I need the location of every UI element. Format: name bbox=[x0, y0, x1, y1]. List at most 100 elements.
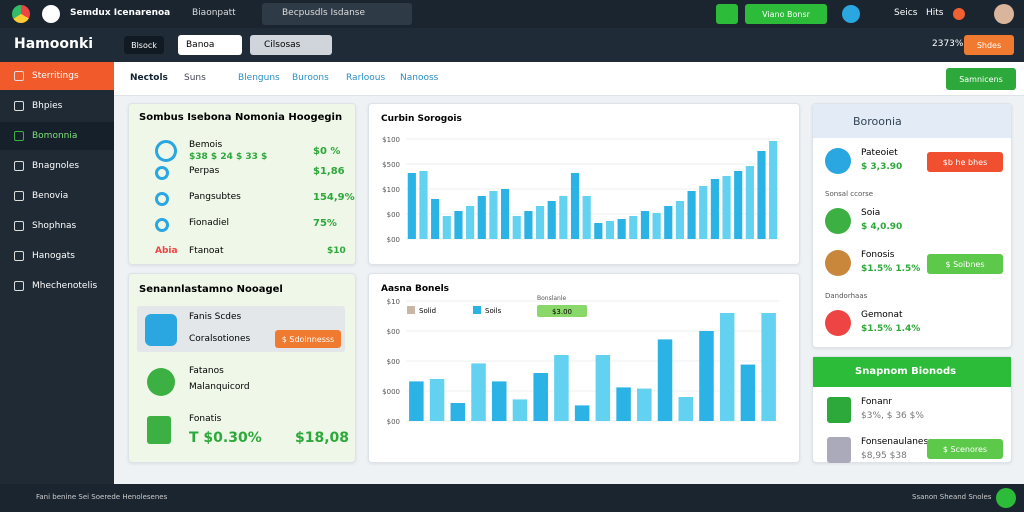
footer-label: Abia bbox=[155, 246, 178, 256]
bar bbox=[574, 405, 590, 421]
bar bbox=[640, 211, 650, 239]
row-value: $0 % bbox=[313, 146, 341, 157]
button[interactable]: $ Sdoinnesss bbox=[275, 330, 341, 348]
row-value: 75% bbox=[313, 218, 337, 229]
label: Fanis Scdes bbox=[189, 312, 242, 322]
bar bbox=[595, 355, 611, 421]
bar bbox=[466, 206, 475, 239]
action-button[interactable]: Samnicens bbox=[946, 68, 1016, 90]
nav-item[interactable]: Benovia bbox=[32, 191, 69, 201]
y-tick-label: $10 bbox=[387, 298, 400, 306]
nav-item[interactable]: Shophnas bbox=[32, 221, 77, 231]
chart: Curbin Sorogois $00 $00 $100 $500 $100 bbox=[381, 114, 779, 244]
item-button[interactable]: $ Scenores bbox=[927, 439, 1003, 459]
bar bbox=[757, 151, 766, 239]
item-button[interactable]: $b he bhes bbox=[927, 152, 1003, 172]
total: $18,08 bbox=[295, 430, 350, 446]
bar bbox=[570, 173, 580, 239]
nav-item[interactable]: Bomonnia bbox=[32, 131, 78, 141]
badge-text: $3.00 bbox=[552, 308, 572, 316]
app-icon bbox=[12, 5, 30, 23]
chart-panel: Aasna Bonels $00 $000 $00 $00 $10 Solid Soils Bo… bbox=[368, 273, 800, 463]
bar bbox=[722, 176, 731, 239]
sub: Coralsotiones bbox=[189, 334, 251, 344]
tab[interactable]: Rarloous bbox=[346, 73, 386, 83]
bar bbox=[664, 206, 673, 239]
icon-button[interactable] bbox=[996, 488, 1016, 508]
bar bbox=[524, 211, 533, 239]
bar bbox=[533, 373, 548, 421]
tab[interactable]: Becpusdls Isdanse bbox=[282, 8, 366, 18]
badge bbox=[537, 305, 587, 317]
nav-item[interactable]: Hanogats bbox=[32, 251, 75, 261]
item-icon bbox=[825, 148, 851, 174]
y-tick-label: $000 bbox=[382, 388, 400, 396]
item-button[interactable]: $ Soibnes bbox=[927, 254, 1003, 274]
badge-label: Bonslanle bbox=[537, 295, 567, 302]
row-value: 154,9% bbox=[313, 192, 355, 203]
bar bbox=[512, 216, 521, 239]
nav-item[interactable]: Mhechenotelis bbox=[32, 281, 98, 291]
nav-item[interactable]: Sterritings bbox=[32, 71, 79, 81]
nav-icon bbox=[14, 161, 24, 171]
footer: Fani benine Sei Soerede Henolesenes Ssan… bbox=[0, 484, 1024, 512]
legend-label: Solid bbox=[419, 307, 436, 315]
icon-button[interactable] bbox=[716, 4, 738, 24]
row-label: Perpas bbox=[189, 166, 220, 176]
button[interactable]: Viano Bonsr bbox=[745, 4, 827, 24]
panel-title: Boroonia bbox=[853, 115, 902, 128]
bar bbox=[407, 173, 416, 239]
row-icon bbox=[155, 140, 177, 162]
value: T $0.30% bbox=[189, 430, 262, 446]
item-icon bbox=[825, 208, 851, 234]
y-tick-label: $00 bbox=[387, 328, 400, 336]
nav-icon bbox=[14, 221, 24, 231]
nav-icon bbox=[14, 191, 24, 201]
user: Hits bbox=[926, 8, 944, 18]
tab[interactable]: Nectols bbox=[130, 73, 168, 83]
button[interactable]: Blsock bbox=[124, 36, 164, 54]
y-tick-label: $00 bbox=[387, 236, 400, 244]
tab[interactable]: Biaonpatt bbox=[192, 8, 236, 18]
nav-item[interactable]: Bnagnoles bbox=[32, 161, 80, 171]
bar bbox=[629, 216, 638, 239]
bar bbox=[710, 179, 719, 239]
tab-active[interactable] bbox=[262, 3, 412, 25]
panel-title: Senannlastamno Nooagel bbox=[139, 284, 283, 295]
tab[interactable]: Nanooss bbox=[400, 73, 439, 83]
bar bbox=[500, 189, 510, 239]
tab[interactable]: Blenguns bbox=[238, 73, 280, 83]
footer-text: Ftanoat bbox=[189, 246, 224, 256]
row-label: Bemois bbox=[189, 140, 223, 150]
y-tick-label: $100 bbox=[382, 186, 400, 194]
bar bbox=[547, 201, 556, 239]
tab[interactable]: Buroons bbox=[292, 73, 329, 83]
input[interactable]: Banoa bbox=[178, 35, 242, 55]
item-icon bbox=[827, 437, 851, 463]
panel: Snapnom Bionods Fonanr $3%, $ 36 $% Fonsen… bbox=[812, 356, 1012, 463]
panel: Boroonia Sonsal ccorse Dandorhaas Pateoi… bbox=[812, 103, 1012, 348]
item-icon bbox=[825, 310, 851, 336]
avatar[interactable] bbox=[994, 4, 1014, 24]
row-value: $1,86 bbox=[313, 166, 345, 177]
tab[interactable]: Suns bbox=[184, 73, 206, 83]
row-label: Fionadiel bbox=[189, 218, 229, 228]
bar bbox=[477, 196, 486, 239]
app-icon bbox=[42, 5, 60, 23]
item-label: Fonosis bbox=[861, 250, 895, 260]
bar bbox=[734, 171, 743, 239]
item-label: Fonanr bbox=[861, 397, 892, 407]
nav-item[interactable]: Bhpies bbox=[32, 101, 63, 111]
bar bbox=[652, 213, 661, 239]
item-value: $1.5% 1.4% bbox=[861, 324, 921, 334]
section: Dandorhaas bbox=[825, 292, 868, 300]
nav-icon bbox=[14, 131, 24, 141]
select[interactable]: Cilsosas bbox=[250, 35, 332, 55]
panel: Sombus Isebona Nomonia Hoogegin Bemois $3… bbox=[128, 103, 356, 265]
bar bbox=[512, 399, 528, 421]
button[interactable]: Shdes bbox=[964, 35, 1014, 55]
item-icon bbox=[827, 397, 851, 423]
bar bbox=[409, 381, 424, 421]
row-sub: $38 $ 24 $ 33 $ bbox=[189, 152, 268, 162]
panel-header bbox=[813, 104, 1011, 138]
